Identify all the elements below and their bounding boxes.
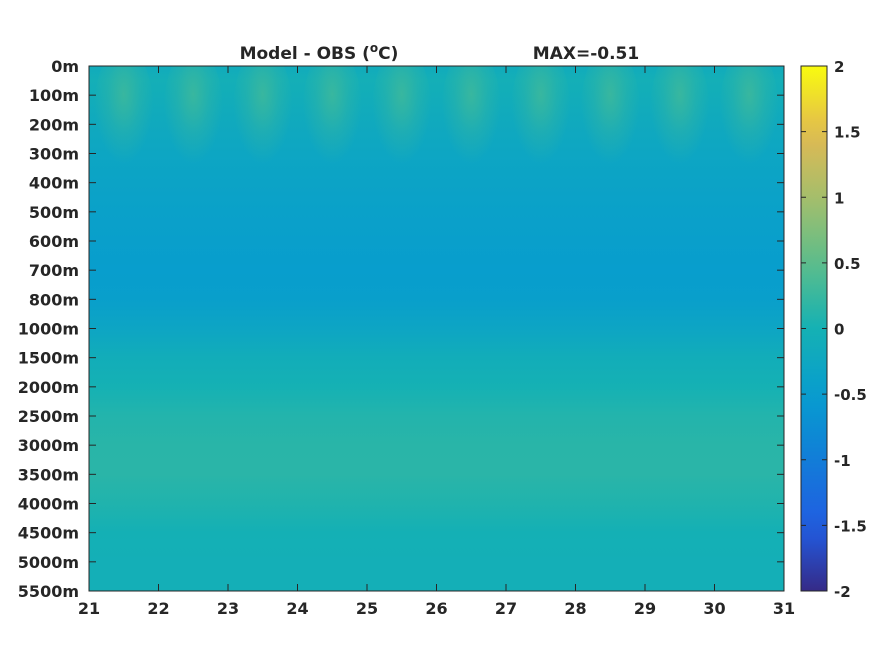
upper-layer-pulse <box>371 66 432 186</box>
colorbar-tick-label: -2 <box>834 583 851 601</box>
x-tick-label: 31 <box>773 599 795 618</box>
y-tick-label: 700m <box>29 261 79 280</box>
y-axis: 0m 100m 200m 300m 400m 500m 600m 700m 800m 1000m 1… <box>18 57 784 601</box>
upper-layer-pulse <box>93 66 154 186</box>
max-annotation: MAX=-0.51 <box>533 44 639 64</box>
y-tick-label: 1000m <box>18 320 79 339</box>
chart-title: Model - OBS (oC) <box>240 41 399 64</box>
upper-layer-pulse <box>441 66 502 186</box>
x-tick-label: 27 <box>495 599 517 618</box>
y-tick-label: 2500m <box>18 407 79 426</box>
x-tick-label: 24 <box>286 599 308 618</box>
y-tick-label: 500m <box>29 203 79 222</box>
y-tick-label: 4500m <box>18 524 79 543</box>
y-tick-label: 5500m <box>18 582 79 601</box>
y-tick-label: 200m <box>29 115 79 134</box>
upper-layer-pulse <box>580 66 641 186</box>
y-tick-label: 100m <box>29 86 79 105</box>
upper-layer-pulse <box>649 66 710 186</box>
x-axis: 21 22 23 24 25 26 27 28 29 30 31 <box>78 66 795 618</box>
y-tick-label: 800m <box>29 290 79 309</box>
colorbar-tick-label: 2 <box>834 58 844 76</box>
upper-layer-pulse <box>232 66 293 186</box>
plot-area <box>88 65 785 592</box>
y-tick-label: 300m <box>29 145 79 164</box>
upper-layer-pulse <box>510 66 571 186</box>
x-tick-label: 29 <box>634 599 656 618</box>
y-tick-label: 400m <box>29 174 79 193</box>
upper-layer-pulse <box>163 66 224 186</box>
y-tick-label: 0m <box>51 57 79 76</box>
x-tick-label: 22 <box>147 599 169 618</box>
colorbar-tick-label: -1.5 <box>834 517 867 535</box>
x-tick-label: 30 <box>703 599 725 618</box>
colorbar-tick-label: 0.5 <box>834 255 861 273</box>
colorbar-tick-label: -1 <box>834 452 851 470</box>
y-tick-label: 600m <box>29 232 79 251</box>
y-tick-label: 4000m <box>18 495 79 514</box>
colorbar-tick-label: 1 <box>834 189 844 207</box>
x-tick-label: 23 <box>217 599 239 618</box>
colorbar-tick-label: -0.5 <box>834 386 867 404</box>
x-tick-label: 25 <box>356 599 378 618</box>
upper-layer-pulse <box>302 66 363 186</box>
x-tick-label: 26 <box>425 599 447 618</box>
colorbar-tick-label: 1.5 <box>834 124 861 142</box>
x-tick-label: 28 <box>564 599 586 618</box>
x-tick-label: 21 <box>78 599 100 618</box>
y-tick-label: 2000m <box>18 378 79 397</box>
colorbar: 2 1.5 1 0.5 0 -0.5 -1 -1.5 -2 <box>800 58 867 601</box>
upper-layer-pulse <box>719 66 780 186</box>
colorbar-tick-label: 0 <box>834 321 844 339</box>
y-tick-label: 5000m <box>18 553 79 572</box>
y-tick-label: 3500m <box>18 465 79 484</box>
y-tick-label: 3000m <box>18 436 79 455</box>
y-tick-label: 1500m <box>18 349 79 368</box>
